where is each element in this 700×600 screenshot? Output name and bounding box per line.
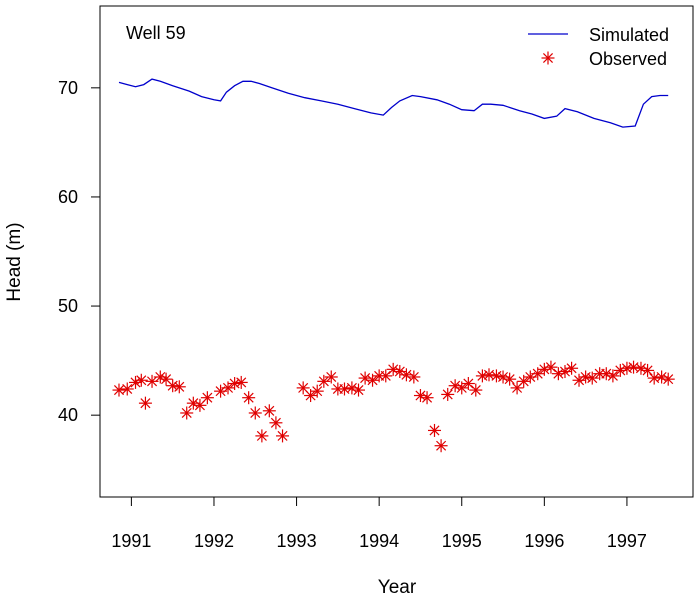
observed-point (503, 372, 517, 386)
x-axis: 1991 1992 1993 1994 1995 1996 1997 (111, 497, 647, 551)
observed-point (434, 439, 448, 453)
observed-point (134, 373, 148, 387)
observed-point (172, 380, 186, 394)
observed-point (420, 391, 434, 405)
x-axis-label: Year (378, 577, 417, 598)
observed-point (269, 416, 283, 430)
x-tick-label: 1995 (442, 531, 482, 551)
x-tick-label: 1996 (524, 531, 564, 551)
observed-point (317, 374, 331, 388)
observed-point (599, 367, 613, 381)
observed-point (544, 360, 558, 374)
observed-point (242, 391, 256, 405)
observed-point (379, 369, 393, 383)
x-tick-label: 1993 (277, 531, 317, 551)
simulated-line (118, 78, 669, 128)
observed-point (399, 368, 413, 382)
y-axis: 40 50 60 70 (58, 78, 100, 425)
observed-point (579, 370, 593, 384)
observed-point (186, 396, 200, 410)
observed-point (129, 375, 143, 389)
observed-point (304, 389, 318, 403)
observed-point (558, 365, 572, 379)
observed-point (180, 406, 194, 420)
observed-point (641, 363, 655, 377)
observed-point (620, 361, 634, 375)
observed-point (407, 370, 421, 384)
x-tick-label: 1994 (359, 531, 399, 551)
observed-point (427, 423, 441, 437)
legend-observed-star (541, 51, 555, 65)
observed-point (461, 377, 475, 391)
observed-point (296, 381, 310, 395)
legend-observed-marker (541, 51, 555, 65)
observed-point (310, 384, 324, 398)
observed-point (475, 369, 489, 383)
y-axis-label: Head (m) (4, 222, 25, 301)
observed-point (627, 360, 641, 374)
observed-point (166, 379, 180, 393)
observed-point (120, 382, 134, 396)
legend-simulated-label: Simulated (589, 25, 669, 45)
observed-point (276, 429, 290, 443)
observed-point (358, 371, 372, 385)
observed-point (221, 381, 235, 395)
observed-point (455, 381, 469, 395)
observed-point (145, 374, 159, 388)
observed-point (138, 396, 152, 410)
observed-point (153, 370, 167, 384)
y-tick-label: 70 (58, 78, 78, 98)
observed-point (228, 377, 242, 391)
observed-point (469, 383, 483, 397)
observed-point (441, 387, 455, 401)
observed-point (531, 367, 545, 381)
y-tick-label: 50 (58, 296, 78, 316)
y-tick-label: 40 (58, 405, 78, 425)
plot-frame (99, 5, 694, 498)
x-tick-label: 1992 (194, 531, 234, 551)
legend-observed-label: Observed (589, 49, 667, 69)
observed-point (112, 383, 126, 397)
x-tick-label: 1997 (607, 531, 647, 551)
legend: Simulated Observed (528, 25, 669, 69)
series-layer (112, 78, 675, 453)
observed-point (345, 381, 359, 395)
observed-point (255, 429, 269, 443)
observed-point (565, 361, 579, 375)
x-tick-label: 1991 (111, 531, 151, 551)
observed-point (234, 375, 248, 389)
observed-point (661, 372, 675, 386)
y-tick-label: 60 (58, 187, 78, 207)
observed-point (324, 370, 338, 384)
observed-point (647, 371, 661, 385)
observed-point (517, 374, 531, 388)
observed-point (585, 371, 599, 385)
observed-point (262, 404, 276, 418)
observed-point (200, 391, 214, 405)
observed-point (606, 369, 620, 383)
observed-point (352, 383, 366, 397)
observed-point (248, 406, 262, 420)
observed-point (489, 369, 503, 383)
chart-title: Well 59 (126, 23, 186, 43)
observed-point (413, 389, 427, 403)
observed-point (366, 373, 380, 387)
observed-point (613, 363, 627, 377)
